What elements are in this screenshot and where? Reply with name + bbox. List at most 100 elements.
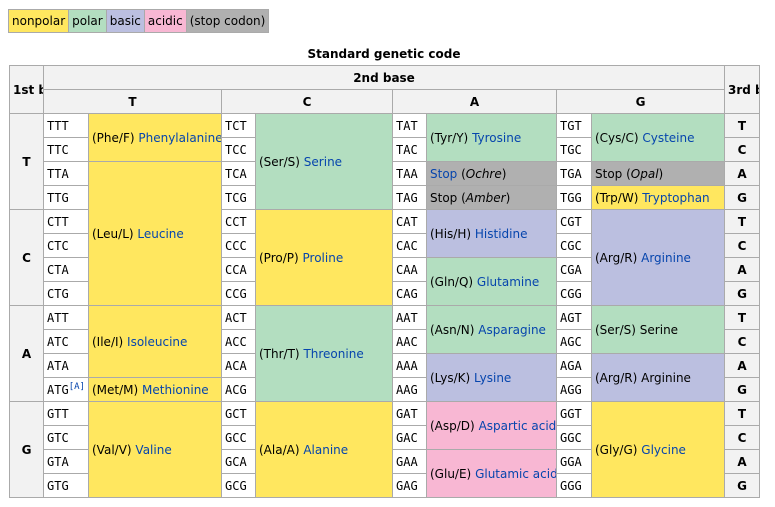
codon: GTG [43,473,89,498]
amino-link-tryptophan[interactable]: Tryptophan [642,190,710,205]
amino-acid-cell: (Arg/R) Arginine [590,353,726,402]
codon: GAG [392,473,427,498]
amino-link-alanine[interactable]: Alanine [303,442,349,457]
stop-link[interactable]: Stop [430,166,458,181]
amino-acid-cell: (Pro/P) Proline [255,209,393,306]
amino-link-isoleucine[interactable]: Isoleucine [127,334,188,349]
amino-acid-cell: (His/H) Histidine [426,209,557,258]
third-base: C [724,233,761,258]
codon: GAT [392,401,427,426]
codon-start: ATG[A] [43,377,89,402]
third-base: T [724,401,761,426]
codon: GCA [221,449,256,474]
codon: AGT [556,305,592,330]
codon: CGC [556,233,592,258]
codon: CGG [556,281,592,306]
header-second-G: G [555,89,726,114]
amino-link-lysine[interactable]: Lysine [474,370,512,385]
codon: CAG [392,281,427,306]
amino-acid-cell: (Ser/S) Serine [590,305,726,354]
amino-link-leucine[interactable]: Leucine [137,226,184,241]
amino-link-phenylalanine[interactable]: Phenylalanine [138,130,222,145]
codon: TCT [221,113,256,138]
codon: ATA [43,353,89,378]
codon: CGT [556,209,592,234]
legend-basic: basic [105,9,145,33]
codon: CTT [43,209,89,234]
codon: CAA [392,257,427,282]
amino-acid-cell: Stop (Amber) [426,185,557,210]
amino-link-aspartic-acid[interactable]: Aspartic acid [478,418,557,433]
codon: CTC [43,233,89,258]
codon: TCG [221,185,256,210]
amino-acid-cell: (Arg/R) Arginine [590,209,726,306]
codon: TCA [221,161,256,186]
codon: TAG [392,185,427,210]
amino-link-methionine[interactable]: Methionine [142,382,209,397]
codon: ATT [43,305,89,330]
amino-acid-cell: (Gly/G) Glycine [590,401,726,498]
third-base: T [724,113,761,138]
codon: AAG [392,377,427,402]
amino-acid-cell: (Lys/K) Lysine [426,353,557,402]
codon: GCT [221,401,256,426]
codon: AAA [392,353,427,378]
amino-link-histidine[interactable]: Histidine [474,226,528,241]
amino-acid-cell: (Leu/L) Leucine [88,161,222,306]
amino-link-proline[interactable]: Proline [302,250,344,265]
codon: AGA [556,353,592,378]
amino-acid-cell: (Ser/S) Serine [255,113,393,210]
third-base: A [724,161,761,186]
codon: CTA [43,257,89,282]
amino-link-tyrosine[interactable]: Tyrosine [472,130,522,145]
codon: TAT [392,113,427,138]
amino-acid-cell: (Ala/A) Alanine [255,401,393,498]
amino-acid-cell: (Glu/E) Glutamic acid [426,449,557,498]
header-second-T: T [43,89,222,114]
codon: TTA [43,161,89,186]
codon: AAC [392,329,427,354]
codon: AAT [392,305,427,330]
footnote-link-a[interactable]: [A] [68,382,85,392]
codon: AGG [556,377,592,402]
codon: TAC [392,137,427,162]
amino-link-glycine[interactable]: Glycine [641,442,686,457]
amino-link-valine[interactable]: Valine [135,442,172,457]
header-second-A: A [392,89,557,114]
amino-acid-cell: (Ile/I) Isoleucine [88,305,222,378]
third-base: G [724,281,761,306]
amino-acid-cell: (Asn/N) Asparagine [426,305,557,354]
third-base: C [724,329,761,354]
third-base: A [724,257,761,282]
first-base-A: A [9,305,44,402]
amino-acid-cell: Stop (Ochre) [426,161,557,186]
codon: GCG [221,473,256,498]
codon: ACA [221,353,256,378]
amino-link-glutamic-acid[interactable]: Glutamic acid [475,466,557,481]
amino-acid-cell: (Phe/F) Phenylalanine [88,113,222,162]
amino-link-serine[interactable]: Serine [303,154,343,169]
amino-acid-cell: (Cys/C) Cysteine [590,113,726,162]
amino-acid-cell: (Thr/T) Threonine [255,305,393,402]
codon: CGA [556,257,592,282]
codon: CCG [221,281,256,306]
first-base-G: G [9,401,44,498]
codon: GGA [556,449,592,474]
codon: GAA [392,449,427,474]
amino-acid-cell: (Tyr/Y) Tyrosine [426,113,557,162]
first-base-T: T [9,113,44,210]
amino-link-threonine[interactable]: Threonine [303,346,364,361]
amino-link-asparagine[interactable]: Asparagine [478,322,546,337]
amino-link-arginine[interactable]: Arginine [641,250,691,265]
codon: CAT [392,209,427,234]
codon: GTT [43,401,89,426]
third-base: G [724,473,761,498]
codon: CCT [221,209,256,234]
codon: ACC [221,329,256,354]
third-base: A [724,353,761,378]
amino-link-cysteine[interactable]: Cysteine [642,130,695,145]
third-base: T [724,209,761,234]
amino-acid-cell: (Val/V) Valine [88,401,222,498]
codon: CCA [221,257,256,282]
amino-link-glutamine[interactable]: Glutamine [476,274,540,289]
